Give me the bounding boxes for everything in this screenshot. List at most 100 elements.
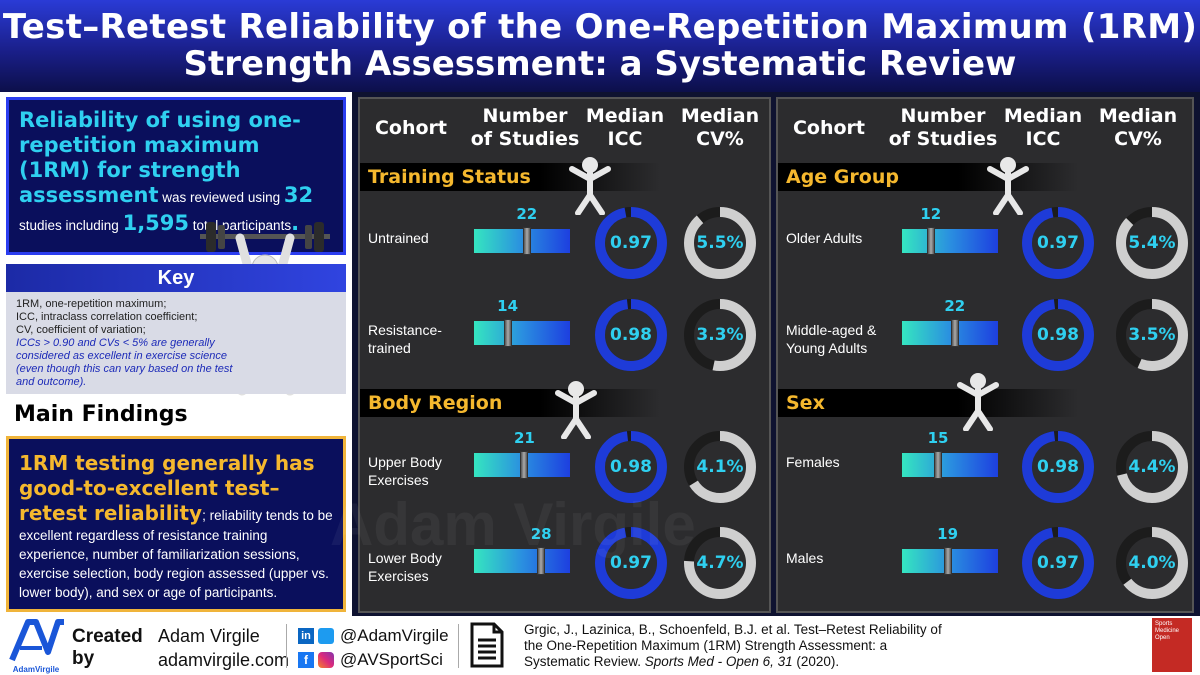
summary-box: Reliability of using one-repetition maxi… (6, 97, 346, 255)
column-header-cohort: Cohort (368, 117, 454, 140)
row-females-icc-ring-value: 0.98 (1037, 457, 1079, 477)
column-header-icc: Median ICC (1003, 105, 1083, 151)
row-males-studies: 19 (937, 525, 959, 543)
row-males-studies-marker (943, 547, 952, 575)
summary-text-4: . (291, 211, 300, 235)
row-lower-body-exercises-icc-ring: 0.97 (593, 525, 669, 601)
row-untrained-icc-ring-value: 0.97 (610, 233, 652, 253)
column-header-icc-line2: ICC (607, 128, 643, 150)
av-logo-text: AdamVirgile (12, 665, 60, 674)
handle-twitter[interactable]: @AdamVirgile (340, 626, 449, 645)
row-untrained-cv-ring: 5.5% (682, 205, 758, 281)
row-lower-body-exercises-studies: 28 (530, 525, 552, 543)
row-females-cv-ring: 4.4% (1114, 429, 1190, 505)
av-logo: AdamVirgile (8, 618, 64, 674)
row-males-cv-ring-value: 4.0% (1128, 553, 1176, 573)
footer: AdamVirgile Created by Adam Virgile adam… (0, 616, 1200, 675)
row-resistance-trained-cv-ring: 3.3% (682, 297, 758, 373)
left-data-panel: Cohort Number of Studies Median ICC Median CV%… (358, 97, 771, 613)
summary-studies: 32 (283, 183, 314, 207)
row-older-adults-icc-ring: 0.97 (1020, 205, 1096, 281)
body-region-figure (546, 379, 606, 440)
column-header-cohort: Cohort (786, 117, 872, 140)
row-resistance-trained-label: Resistance-trained (368, 322, 442, 356)
twitter-icon[interactable] (318, 628, 334, 644)
row-middle-aged-young-adults-cv-ring-value: 3.5% (1128, 325, 1176, 345)
row-older-adults-studies-bar (902, 227, 998, 255)
row-males-cv-ring: 4.0% (1114, 525, 1190, 601)
citation-text: Grgic, J., Lazinica, B., Schoenfeld, B.J… (524, 622, 942, 669)
row-resistance-trained-icc-ring-value: 0.98 (610, 325, 652, 345)
author-site[interactable]: adamvirgile.com (158, 650, 290, 670)
footer-divider-1 (286, 624, 287, 668)
main-findings-body: ; reliability tends to be excellent rega… (19, 508, 333, 600)
row-untrained-studies: 22 (516, 205, 538, 223)
row-lower-body-exercises-cv-ring: 4.7% (682, 525, 758, 601)
created-label: Created (72, 626, 143, 647)
row-resistance-trained-studies-marker (503, 319, 512, 347)
column-header-cv: Median CV% (675, 105, 765, 151)
row-middle-aged-young-adults-studies-bar (902, 319, 998, 347)
sex-symbols-figure (948, 371, 1008, 432)
row-resistance-trained-studies-bar (474, 319, 570, 347)
row-upper-body-exercises-cv-ring: 4.1% (682, 429, 758, 505)
column-header-cv-line1: Median (680, 105, 760, 127)
column-header-cv-line1: Median (1098, 105, 1178, 127)
row-upper-body-exercises-studies-marker (520, 451, 529, 479)
handle-instagram[interactable]: @AVSportSci (340, 650, 443, 669)
linkedin-icon[interactable]: in (298, 628, 314, 644)
row-upper-body-exercises-label: Upper Body Exercises (368, 454, 442, 488)
column-header-studies: Number of Studies (888, 105, 998, 151)
row-males-icc-ring-value: 0.97 (1037, 553, 1079, 573)
key-note: ICCs > 0.90 and CVs < 5% are generally c… (16, 337, 233, 388)
row-middle-aged-young-adults-studies: 22 (944, 297, 966, 315)
summary-highlight: Reliability of using one-repetition maxi… (19, 108, 301, 207)
row-lower-body-exercises-studies-marker (537, 547, 546, 575)
row-resistance-trained-icc-ring: 0.98 (593, 297, 669, 373)
main-findings-highlight: 1RM testing generally has good-to-excell… (19, 451, 315, 525)
row-middle-aged-young-adults-studies-marker (950, 319, 959, 347)
instagram-icon[interactable] (318, 652, 334, 668)
row-older-adults-label: Older Adults (786, 230, 863, 246)
row-middle-aged-young-adults-icc-ring: 0.98 (1020, 297, 1096, 373)
row-older-adults-studies-marker (926, 227, 935, 255)
older-adult-figure (978, 155, 1038, 216)
row-upper-body-exercises-icc-ring: 0.98 (593, 429, 669, 505)
column-header-icc: Median ICC (585, 105, 665, 151)
summary-text-3: total participants (189, 218, 292, 233)
citation: Grgic, J., Lazinica, B., Schoenfeld, B.J… (524, 622, 944, 670)
row-resistance-trained-cv-ring-value: 3.3% (696, 325, 744, 345)
training-figure (560, 155, 620, 216)
footer-divider-2 (458, 624, 459, 668)
row-females-cv-ring-value: 4.4% (1128, 457, 1176, 477)
row-upper-body-exercises-studies: 21 (513, 429, 535, 447)
row-lower-body-exercises-cv-ring-value: 4.7% (696, 553, 744, 573)
column-header-studies-line2: of Studies (888, 128, 998, 150)
journal-cover: Sports Medicine Open (1152, 618, 1192, 672)
column-header-cohort-line1: Cohort (374, 117, 448, 139)
column-header-cohort-line1: Cohort (792, 117, 866, 139)
row-upper-body-exercises-studies-bar (474, 451, 570, 479)
row-lower-body-exercises-label: Lower Body Exercises (368, 550, 442, 584)
author-name: Adam Virgile (158, 626, 260, 646)
section-body-region: Body Region (360, 389, 660, 417)
citation-journal: Sports Med - Open 6, 31 (644, 654, 793, 669)
row-untrained-cv-ring-value: 5.5% (696, 233, 744, 253)
row-older-adults-cv-ring: 5.4% (1114, 205, 1190, 281)
page-title-line1: Test–Retest Reliability of the One-Repet… (2, 7, 1198, 47)
column-header-studies-line1: Number (482, 105, 568, 127)
key-line-1rm: 1RM, one-repetition maximum; (16, 298, 167, 310)
by-label: by (72, 648, 95, 669)
right-data-panel: Cohort Number of Studies Median ICC Median CV%… (776, 97, 1194, 613)
facebook-icon[interactable]: f (298, 652, 314, 668)
section-sex: Sex (778, 389, 1078, 417)
column-header-studies-line2: of Studies (470, 128, 580, 150)
column-header-icc-line1: Median (1003, 105, 1083, 127)
row-females-studies: 15 (927, 429, 949, 447)
page-header: Test–Retest Reliability of the One-Repet… (0, 0, 1200, 92)
column-header-cv-line2: CV% (696, 128, 744, 150)
page-title-line2: Strength Assessment: a Systematic Review (183, 44, 1017, 84)
row-older-adults-cv-ring-value: 5.4% (1128, 233, 1176, 253)
column-header-cv: Median CV% (1093, 105, 1183, 151)
row-resistance-trained-studies: 14 (497, 297, 519, 315)
